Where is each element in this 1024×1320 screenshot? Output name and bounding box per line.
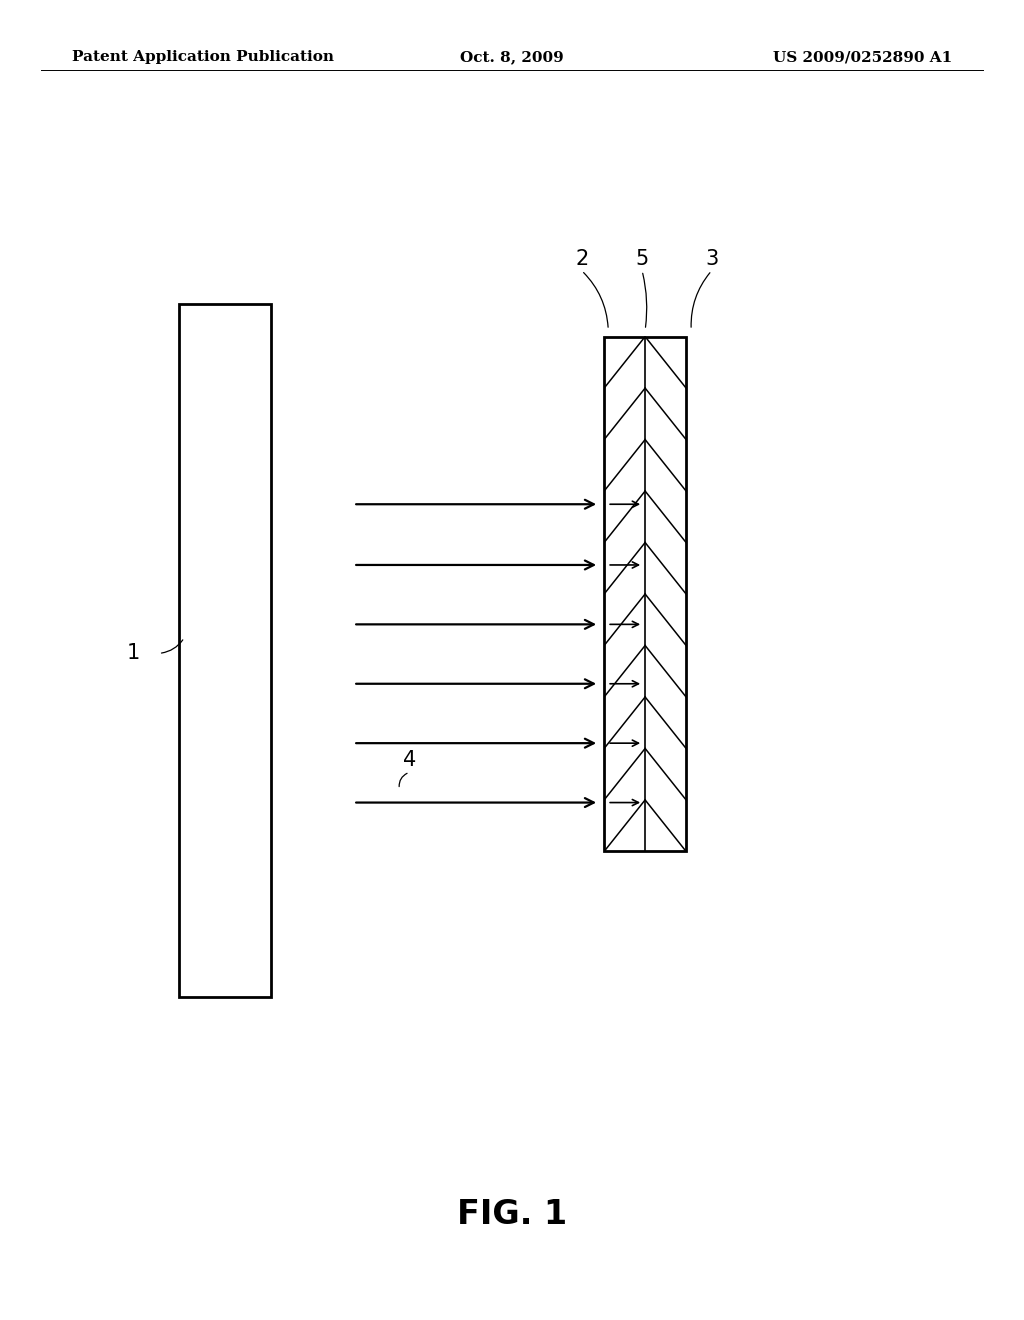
Text: 3: 3 xyxy=(706,249,718,269)
Bar xyxy=(179,304,271,997)
Text: Oct. 8, 2009: Oct. 8, 2009 xyxy=(460,50,564,65)
Text: 5: 5 xyxy=(636,249,648,269)
Text: 4: 4 xyxy=(403,750,416,770)
Text: US 2009/0252890 A1: US 2009/0252890 A1 xyxy=(773,50,952,65)
Text: FIG. 1: FIG. 1 xyxy=(457,1199,567,1230)
Bar xyxy=(604,337,686,851)
Text: 2: 2 xyxy=(575,249,588,269)
Text: 1: 1 xyxy=(127,643,139,664)
Text: Patent Application Publication: Patent Application Publication xyxy=(72,50,334,65)
